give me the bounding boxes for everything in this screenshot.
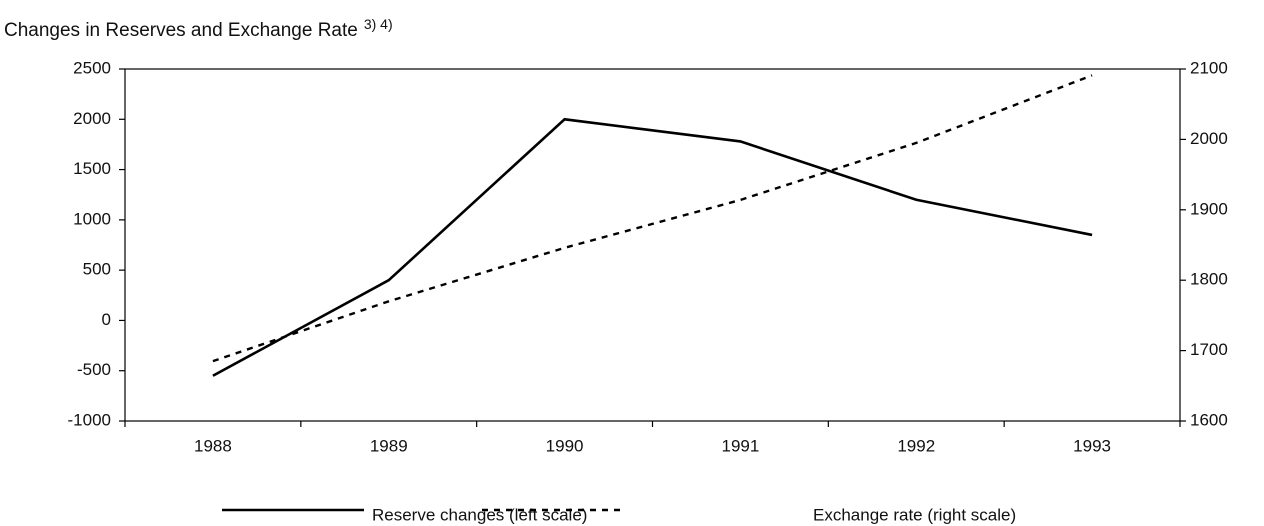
series-line (212, 117, 1093, 377)
y2-tick-label: 1700 (1190, 340, 1228, 359)
y2-tick-label: 1900 (1190, 199, 1228, 218)
y-tick-label: 1000 (73, 209, 111, 228)
x-tick-label: 1988 (194, 436, 232, 455)
x-tick-label: 1992 (897, 436, 935, 455)
y2-tick-label: 2100 (1190, 58, 1228, 77)
y-tick-label: 2500 (73, 58, 111, 77)
y-tick-label: 0 (102, 310, 111, 329)
chart-title: Changes in Reserves and Exchange Rate 3) … (4, 16, 393, 41)
chart-title-text: Changes in Reserves and Exchange Rate (4, 20, 358, 41)
y-tick-label: 1500 (73, 159, 111, 178)
legend-label: Reserve changes (left scale) (372, 505, 587, 524)
chart-title-note: 3) 4) (364, 16, 393, 32)
x-tick-label: 1990 (546, 436, 584, 455)
x-tick-label: 1989 (370, 436, 408, 455)
y-tick-label: -1000 (68, 410, 111, 429)
series-line (212, 74, 1093, 363)
y2-tick-label: 1600 (1190, 410, 1228, 429)
y-tick-label: 2000 (73, 109, 111, 128)
y-tick-label: 500 (83, 260, 111, 279)
y2-tick-label: 1800 (1190, 270, 1228, 289)
x-tick-label: 1991 (722, 436, 760, 455)
plot-area (124, 68, 1181, 422)
x-tick-label: 1993 (1073, 436, 1111, 455)
legend-label: Exchange rate (right scale) (813, 505, 1016, 524)
y2-tick-label: 2000 (1190, 129, 1228, 148)
y-tick-label: -500 (77, 360, 111, 379)
